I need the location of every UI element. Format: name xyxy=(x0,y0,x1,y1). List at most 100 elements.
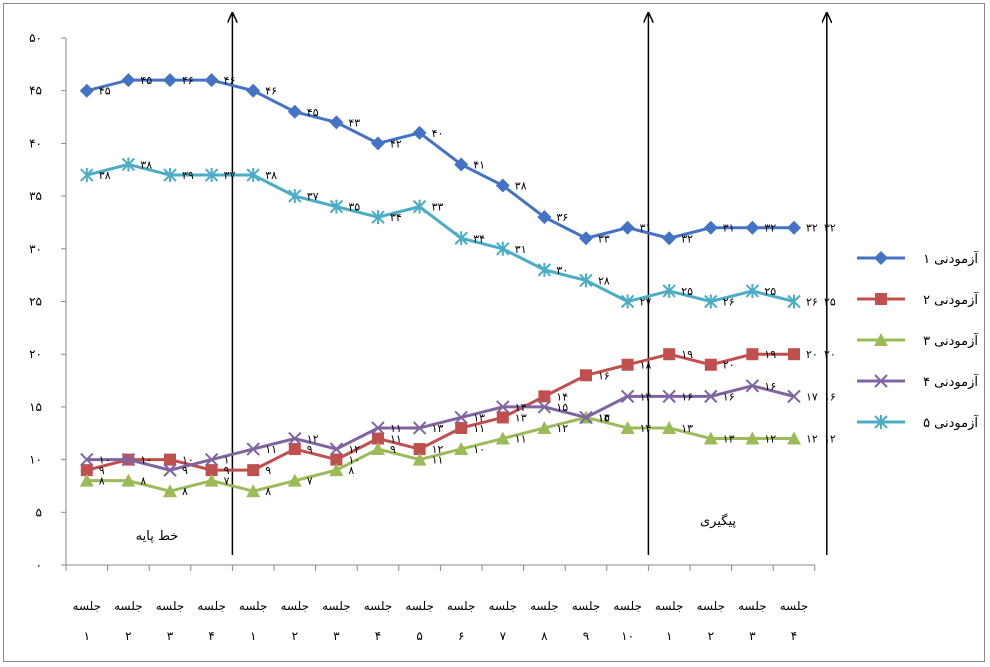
diamond-marker xyxy=(537,210,552,225)
diamond-marker xyxy=(745,220,760,235)
square-marker xyxy=(663,348,676,361)
triangle-marker xyxy=(204,473,219,487)
diamond-marker xyxy=(703,220,718,235)
data-label: ۴۱ xyxy=(473,158,485,171)
data-label: ۸ xyxy=(348,464,354,477)
data-label: ۱۲ xyxy=(764,433,776,446)
data-label: ۱۵ xyxy=(598,411,610,424)
star-marker xyxy=(246,168,260,183)
data-label: ۷ xyxy=(224,475,230,488)
x-tick-label-word: جلسه xyxy=(197,599,226,613)
diamond-marker xyxy=(620,220,635,235)
data-label: ۳۲ xyxy=(806,222,818,235)
data-label: ۱۰ xyxy=(99,454,111,467)
star-marker xyxy=(163,168,177,183)
data-label: ۳۴ xyxy=(473,232,485,245)
x-tick-label-word: جلسه xyxy=(447,599,476,613)
data-label: ۱۲ xyxy=(432,443,444,456)
data-label: ۳۸ xyxy=(99,169,111,182)
square-marker xyxy=(247,464,260,477)
data-label: ۱۶ xyxy=(723,390,735,403)
star-marker xyxy=(454,231,468,246)
data-label: ۴۶ xyxy=(182,74,194,87)
data-label: ۳۳ xyxy=(598,232,610,245)
legend-label: آزمودنی ۲ xyxy=(923,291,979,308)
triangle-marker xyxy=(745,431,760,445)
x-marker xyxy=(874,374,888,388)
data-label: ۹ xyxy=(182,464,188,477)
square-marker xyxy=(80,464,93,477)
star-marker xyxy=(371,210,385,225)
triangle-marker xyxy=(537,420,552,434)
x-tick-label-word: جلسه xyxy=(655,599,684,613)
x-tick-label-number: ۶ xyxy=(458,629,464,643)
data-label: ۱۷ xyxy=(806,390,818,403)
data-label: ۱۳ xyxy=(515,411,527,424)
x-tick-label-word: جلسه xyxy=(73,599,102,613)
x-tick-label-number: ۱ xyxy=(250,629,256,643)
data-label: ۸ xyxy=(265,485,271,498)
y-tick-label: ۳۰ xyxy=(29,242,42,256)
series-line xyxy=(86,384,795,472)
x-tick-label-number: ۴ xyxy=(375,629,381,643)
x-tick-label-number: ۳ xyxy=(333,629,340,643)
data-label: ۱۳ xyxy=(473,411,485,424)
x-tick-label-number: ۳ xyxy=(167,629,174,643)
data-label: ۲۰ xyxy=(723,359,735,372)
square-marker xyxy=(788,348,800,361)
x-marker xyxy=(787,389,801,404)
end-label: ۳۲ xyxy=(824,222,836,235)
square-marker xyxy=(205,464,218,477)
legend-label: آزمودنی ۵ xyxy=(923,414,979,431)
square-marker xyxy=(875,293,887,305)
square-marker xyxy=(746,348,759,361)
data-label: ۲۰ xyxy=(806,348,818,361)
series-4 xyxy=(80,379,801,477)
data-label: ۴۲ xyxy=(390,137,402,150)
series-2 xyxy=(80,348,800,477)
square-marker xyxy=(496,411,509,424)
x-tick-label-number: ۵ xyxy=(416,629,422,643)
series-group xyxy=(79,73,801,498)
series-line xyxy=(86,162,795,303)
data-label: ۹ xyxy=(224,464,230,477)
y-tick-label: ۵ xyxy=(36,505,42,519)
data-label: ۸ xyxy=(182,485,188,498)
data-label: ۱۱ xyxy=(515,433,527,446)
data-label: ۱۸ xyxy=(640,359,652,372)
data-label: ۹ xyxy=(307,443,313,456)
data-label: ۴۰ xyxy=(432,127,444,140)
data-label: ۳۱ xyxy=(515,243,527,256)
data-label: ۹ xyxy=(99,464,105,477)
y-tick-label: ۰ xyxy=(36,558,42,572)
x-marker xyxy=(496,400,510,414)
data-label: ۳۱ xyxy=(640,222,652,235)
triangle-marker xyxy=(662,420,677,434)
x-tick-label-number: ۹ xyxy=(583,629,589,643)
x-marker xyxy=(537,400,552,414)
data-label: ۱۵ xyxy=(556,401,568,414)
data-label: ۱۴ xyxy=(515,401,527,414)
data-label: ۹ xyxy=(265,464,271,477)
x-tick-label-number: ۷ xyxy=(500,629,507,643)
triangle-marker xyxy=(371,442,385,456)
triangle-marker xyxy=(412,452,427,466)
data-label: ۱۴ xyxy=(556,390,568,403)
star-marker xyxy=(579,273,593,288)
x-marker xyxy=(329,442,344,456)
x-tick-label-word: جلسه xyxy=(572,599,601,613)
x-tick-label-word: جلسه xyxy=(322,599,351,613)
diamond-marker xyxy=(495,178,510,193)
data-label: ۳۰ xyxy=(556,264,568,277)
star-marker xyxy=(662,283,676,298)
data-label: ۱۱ xyxy=(473,422,485,435)
x-marker xyxy=(121,452,136,467)
square-marker xyxy=(413,443,426,456)
data-label: ۴۵ xyxy=(307,106,319,119)
data-label: ۳۳ xyxy=(432,201,444,214)
diamond-marker xyxy=(287,104,302,119)
data-label: ۳۷ xyxy=(307,190,319,203)
x-tick-label-word: جلسه xyxy=(239,599,268,613)
